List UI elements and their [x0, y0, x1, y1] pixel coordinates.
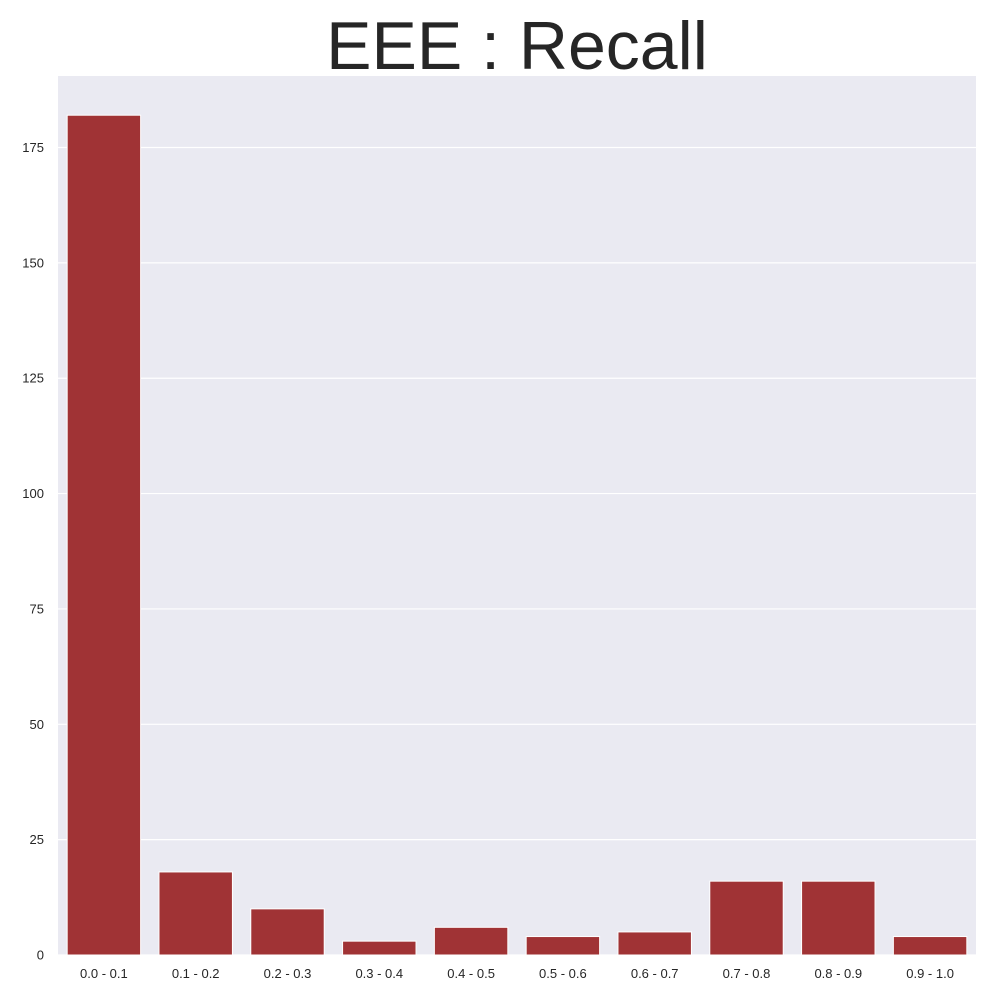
plot-background	[58, 76, 976, 955]
bars	[66, 114, 968, 956]
y-tick-label: 150	[22, 255, 44, 270]
y-tick-label: 175	[22, 140, 44, 155]
x-tick-label: 0.0 - 0.1	[80, 966, 128, 981]
y-tick-label: 25	[30, 832, 44, 847]
x-tick-label: 0.4 - 0.5	[447, 966, 495, 981]
x-tick-label: 0.1 - 0.2	[172, 966, 220, 981]
bar	[801, 880, 876, 956]
x-tick-label: 0.5 - 0.6	[539, 966, 587, 981]
bar	[250, 908, 325, 956]
bar	[892, 936, 968, 956]
bar	[617, 931, 692, 956]
x-tick-label: 0.6 - 0.7	[631, 966, 679, 981]
bar	[525, 936, 601, 956]
y-tick-label: 0	[37, 948, 44, 963]
bar	[66, 114, 142, 956]
x-tick-label: 0.2 - 0.3	[264, 966, 312, 981]
bar	[342, 940, 417, 956]
x-tick-label: 0.8 - 0.9	[814, 966, 862, 981]
y-tick-label: 50	[30, 717, 44, 732]
y-tick-label: 100	[22, 486, 44, 501]
x-tick-label: 0.9 - 1.0	[906, 966, 954, 981]
bar	[158, 871, 233, 956]
x-tick-label: 0.7 - 0.8	[723, 966, 771, 981]
x-tick-label: 0.3 - 0.4	[355, 966, 403, 981]
y-tick-label: 125	[22, 371, 44, 386]
x-axis-ticks: 0.0 - 0.1 0.1 - 0.2 0.2 - 0.3 0.3 - 0.4 0.4 …	[80, 966, 954, 981]
chart-title: EEE : Recall	[326, 8, 708, 84]
bar	[433, 926, 509, 956]
y-axis-ticks: 0 25 50 75 100 125 150 175	[22, 140, 44, 962]
y-tick-label: 75	[30, 601, 44, 616]
bar	[709, 880, 784, 956]
